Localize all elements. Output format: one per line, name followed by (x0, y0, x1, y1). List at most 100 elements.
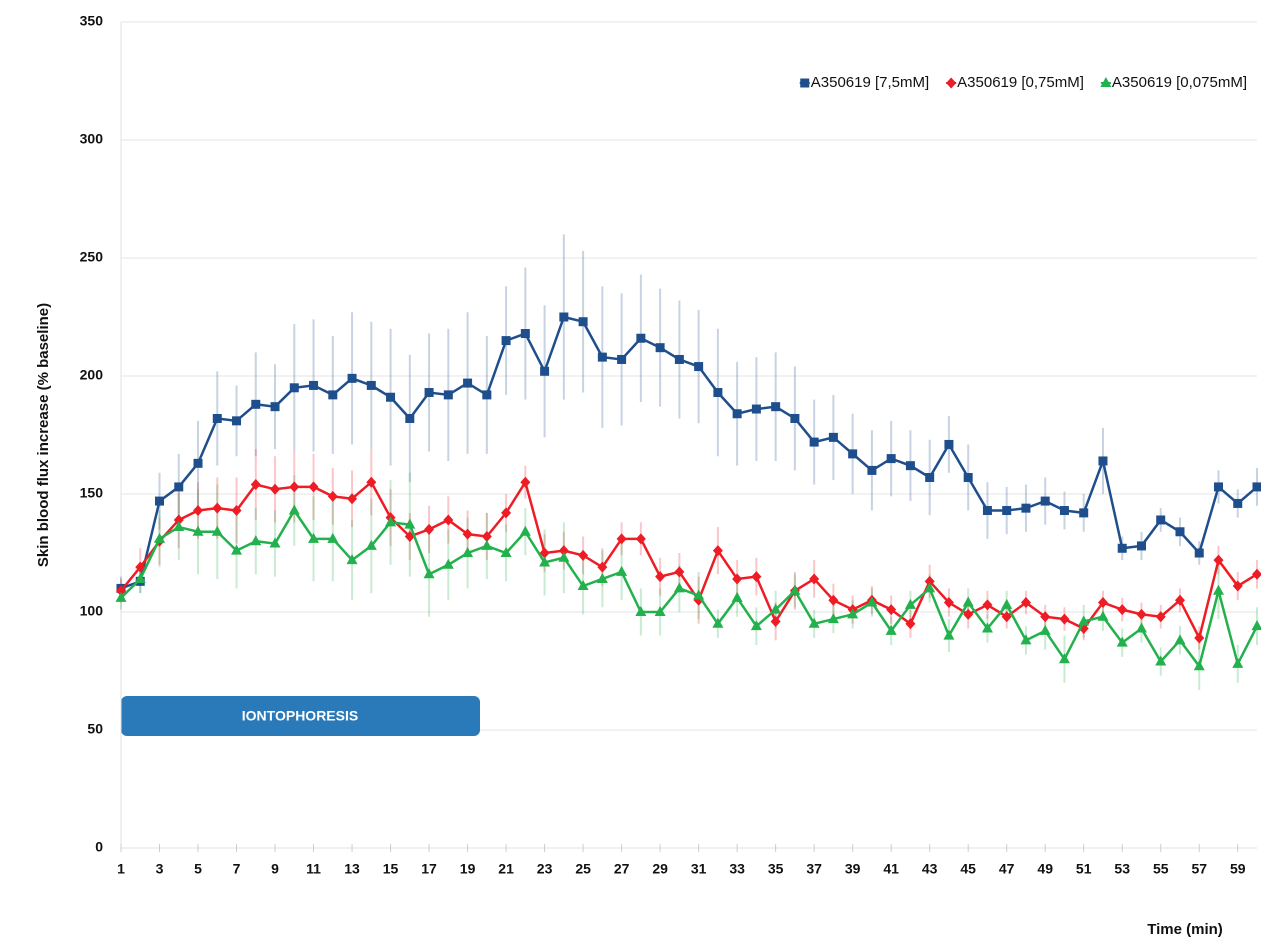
marker (944, 439, 954, 449)
marker (693, 589, 705, 600)
marker (365, 539, 377, 550)
marker (1002, 506, 1012, 516)
marker (1097, 610, 1109, 621)
marker (1001, 598, 1013, 609)
marker (924, 575, 935, 587)
marker (1193, 660, 1205, 671)
marker (1020, 597, 1031, 609)
marker (905, 618, 916, 630)
marker (520, 329, 530, 339)
marker (635, 533, 646, 545)
x-tick-label: 51 (1076, 861, 1092, 877)
marker (481, 539, 493, 550)
series-line (120, 315, 1258, 590)
y-tick-label: 0 (95, 839, 103, 855)
marker (154, 532, 166, 543)
marker (462, 528, 473, 540)
x-tick-label: 29 (652, 861, 668, 877)
marker (597, 352, 607, 362)
marker (366, 476, 377, 488)
marker (193, 505, 204, 517)
marker (1156, 515, 1166, 525)
marker (1059, 613, 1070, 625)
legend-marker (1100, 77, 1112, 87)
marker (808, 617, 820, 628)
marker (1213, 482, 1223, 492)
marker (539, 547, 550, 559)
marker (463, 378, 473, 388)
x-tick-label: 37 (806, 861, 822, 877)
x-tick-label: 17 (421, 861, 437, 877)
marker (1232, 580, 1243, 592)
marker (270, 483, 281, 495)
x-tick-label: 57 (1191, 861, 1207, 877)
y-tick-label: 100 (80, 603, 104, 619)
marker (597, 561, 608, 573)
marker (1135, 622, 1147, 633)
marker (848, 449, 858, 459)
marker (673, 582, 685, 593)
y-tick-label: 200 (80, 367, 104, 383)
marker (674, 566, 685, 578)
marker (308, 481, 319, 493)
marker (366, 380, 376, 390)
marker (462, 547, 474, 557)
marker (1252, 568, 1261, 580)
marker (386, 392, 396, 402)
y-axis-title: Skin blood flux increase (% baseline) (35, 303, 52, 567)
x-tick-label: 45 (960, 861, 976, 877)
marker (558, 551, 570, 562)
marker (1097, 597, 1108, 609)
marker (173, 521, 185, 532)
y-tick-label: 50 (87, 721, 103, 737)
x-tick-label: 27 (614, 861, 630, 877)
marker (943, 597, 954, 609)
marker (1078, 615, 1090, 626)
marker (1136, 608, 1147, 620)
marker (423, 568, 435, 579)
marker (1039, 624, 1051, 635)
marker (347, 493, 358, 505)
x-tick-label: 49 (1037, 861, 1053, 877)
x-tick-label: 21 (498, 861, 514, 877)
legend-marker (946, 77, 957, 89)
marker (250, 535, 262, 546)
marker (1174, 594, 1185, 606)
marker (405, 413, 415, 423)
x-tick-label: 3 (156, 861, 164, 877)
marker (789, 584, 801, 595)
y-tick-label: 250 (80, 249, 104, 265)
marker (655, 571, 666, 583)
marker (115, 591, 127, 602)
marker (385, 516, 397, 527)
marker (501, 507, 512, 519)
marker (347, 373, 357, 383)
marker (713, 388, 723, 398)
marker (1155, 655, 1167, 666)
x-tick-label: 43 (922, 861, 938, 877)
marker (732, 409, 742, 419)
marker (654, 606, 666, 616)
marker (501, 336, 511, 346)
x-tick-label: 1 (117, 861, 125, 877)
marker (1194, 548, 1204, 558)
marker (135, 561, 146, 573)
marker (809, 437, 819, 447)
marker (269, 537, 281, 548)
x-axis-title: Time (min) (1147, 921, 1223, 938)
marker (539, 556, 551, 567)
marker (963, 472, 973, 482)
marker (771, 402, 781, 412)
marker (424, 388, 434, 398)
marker (520, 476, 531, 488)
marker (578, 317, 588, 327)
legend-label: A350619 [7,5mM] (811, 74, 929, 91)
marker (500, 547, 512, 557)
marker (250, 479, 261, 491)
marker (636, 333, 646, 343)
marker (193, 458, 203, 468)
x-tick-label: 39 (845, 861, 861, 877)
marker (1252, 482, 1261, 492)
x-tick-label: 59 (1230, 861, 1246, 877)
